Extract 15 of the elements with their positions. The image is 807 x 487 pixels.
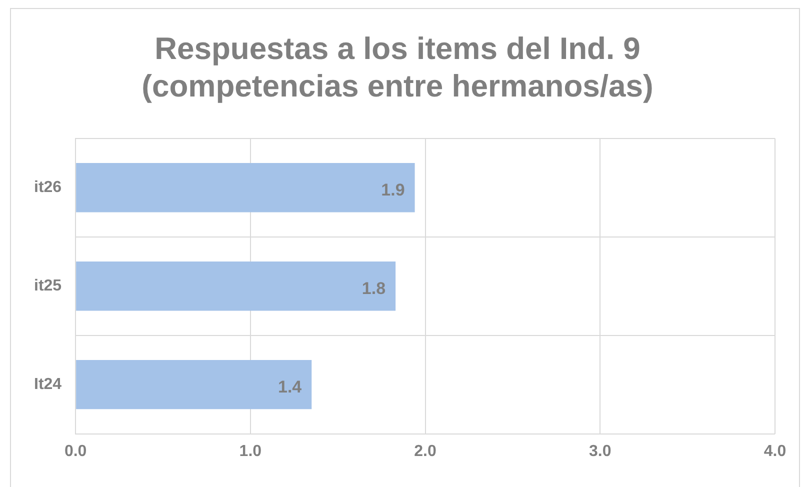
y-tick-label: It24 — [34, 376, 62, 393]
x-tick-label: 0.0 — [64, 442, 87, 460]
y-tick-label: it26 — [34, 179, 62, 196]
data-label: 1.9 — [381, 180, 405, 200]
bar — [76, 261, 396, 311]
x-tick-label: 1.0 — [239, 442, 262, 460]
data-label: 1.8 — [362, 278, 386, 298]
y-tick-label: it25 — [34, 278, 62, 295]
x-tick-label: 4.0 — [764, 442, 786, 460]
bar — [76, 360, 312, 410]
x-tick-label: 2.0 — [414, 442, 437, 460]
data-label: 1.4 — [278, 377, 302, 396]
x-tick-label: 3.0 — [589, 442, 612, 460]
chart-title: Respuestas a los items del Ind. 9 (competencias entre hermanos/as) — [142, 31, 654, 104]
bar — [76, 163, 415, 212]
